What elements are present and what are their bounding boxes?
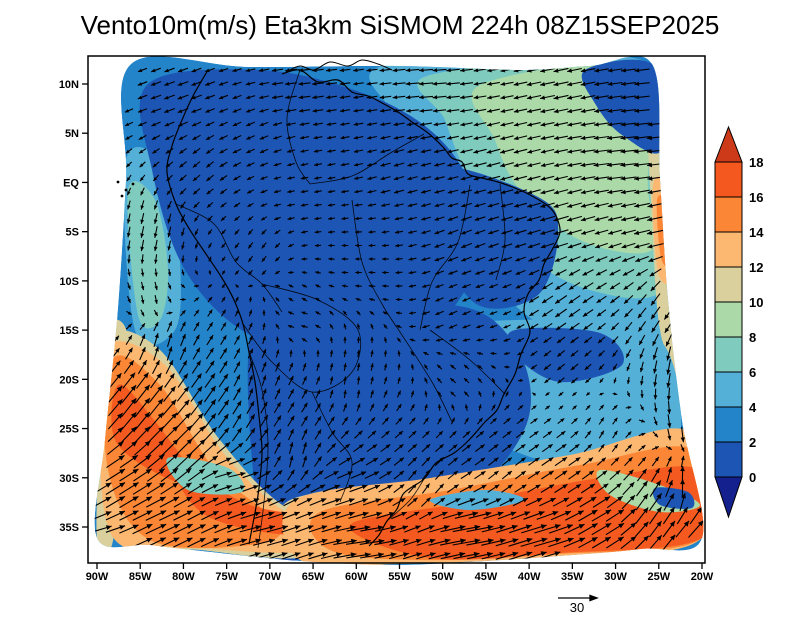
border-line	[399, 331, 453, 423]
border-line	[495, 183, 506, 281]
coastline-caribbean	[285, 59, 393, 73]
colorbar-above-arrow	[714, 125, 743, 163]
y-tick-label: 30S	[59, 473, 79, 485]
reference-vector: 30	[558, 594, 599, 615]
island-dot	[120, 194, 124, 198]
border-line	[286, 69, 311, 185]
colorbar: 18 16 14 12 10 8 6 4 2 0	[714, 125, 764, 519]
speed-region-6-8	[166, 457, 245, 495]
x-tick-label: 20W	[691, 571, 714, 583]
colorbar-segment	[714, 336, 743, 373]
reference-vector-label: 30	[570, 600, 584, 615]
x-tick-label: 90W	[86, 571, 109, 583]
colorbar-label: 6	[749, 365, 756, 380]
colorbar-label: 4	[749, 400, 757, 415]
colorbar-segment	[714, 406, 743, 443]
colorbar-label: 10	[749, 295, 763, 310]
y-tick-label: EQ	[63, 177, 79, 189]
x-tick-label: 60W	[345, 571, 368, 583]
border-line	[386, 478, 425, 522]
y-tick-label: 20S	[59, 374, 79, 386]
x-tick-label: 45W	[475, 571, 498, 583]
y-tick-label: 5N	[65, 128, 79, 140]
x-tick-label: 30W	[604, 571, 627, 583]
y-tick-label: 25S	[59, 424, 79, 436]
island-dot	[131, 182, 135, 186]
border-line	[429, 329, 506, 395]
colorbar-label: 8	[749, 330, 756, 345]
reference-arrow-icon	[558, 594, 599, 602]
island-dot	[124, 188, 128, 192]
colorbar-label: 12	[749, 260, 763, 275]
wind-arrow-heads	[105, 68, 704, 558]
plot-frame	[87, 55, 706, 564]
x-tick-label: 35W	[561, 571, 584, 583]
colorbar-segment	[714, 371, 743, 408]
x-tick-label: 75W	[215, 571, 238, 583]
colorbar-segment	[714, 266, 743, 303]
island-dot	[116, 180, 120, 184]
wind-arrows	[94, 67, 704, 561]
y-tick-label: 10N	[59, 79, 79, 91]
y-axis: 10N 5N EQ 5S 10S 15S 20S 25S 30S 35S	[59, 79, 88, 534]
colorbar-label: 0	[749, 470, 756, 485]
colorbar-segment	[714, 441, 743, 478]
speed-region-0-2	[274, 304, 531, 521]
x-tick-label: 55W	[388, 571, 411, 583]
y-tick-label: 35S	[59, 522, 79, 534]
speed-region-0-2	[506, 327, 624, 383]
border-line	[311, 391, 353, 503]
colorbar-segment	[714, 161, 743, 198]
colorbar-label: 14	[749, 225, 764, 240]
coast-outside-domain	[116, 59, 393, 198]
speed-region-0-2	[652, 487, 695, 509]
colorbar-label: 16	[749, 190, 763, 205]
y-tick-label: 15S	[59, 325, 79, 337]
colorbar-segment	[714, 196, 743, 233]
x-axis: 90W 85W 80W 75W 70W 65W 60W 55W 50W 45W 40W 35W 30W 2…	[86, 563, 714, 583]
y-tick-label: 5S	[66, 227, 79, 239]
colorbar-label: 18	[749, 155, 763, 170]
colorbar-segment	[714, 301, 743, 338]
chart-title: Vento10m(m/s) Eta3km SiSMOM 224h 08Z15SE…	[80, 10, 720, 40]
x-tick-label: 65W	[302, 571, 325, 583]
x-tick-label: 40W	[518, 571, 541, 583]
border-line	[175, 203, 283, 313]
x-tick-label: 50W	[431, 571, 454, 583]
colorbar-segment	[714, 231, 743, 268]
x-tick-label: 80W	[172, 571, 195, 583]
wind-speed-field	[94, 55, 704, 566]
colorbar-label: 2	[749, 435, 756, 450]
x-tick-label: 85W	[129, 571, 152, 583]
speed-region-0-2	[430, 166, 559, 309]
colorbar-below-arrow	[714, 476, 743, 519]
x-tick-label: 25W	[647, 571, 670, 583]
speed-region-0-2	[139, 69, 481, 353]
speed-region-6-8	[127, 181, 169, 329]
y-tick-label: 10S	[59, 276, 79, 288]
coastline	[166, 69, 263, 545]
x-tick-label: 70W	[259, 571, 282, 583]
border-line	[419, 184, 471, 331]
